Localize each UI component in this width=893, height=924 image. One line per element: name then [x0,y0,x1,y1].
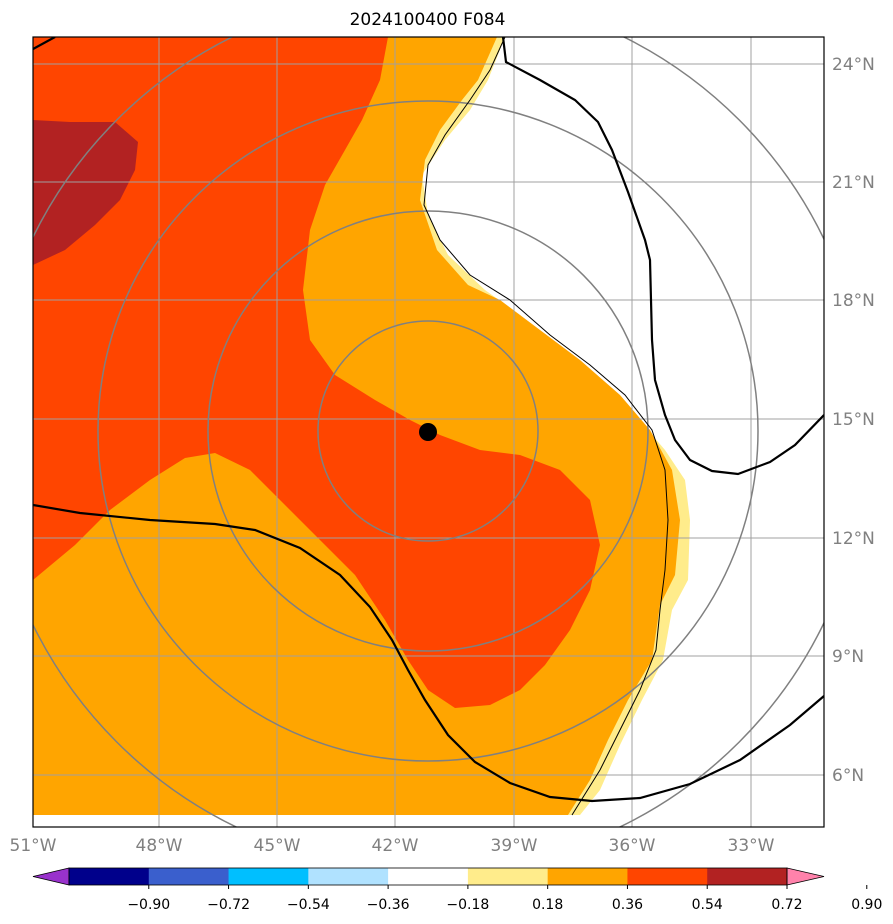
colorbar-tick-label: 0.90 [851,897,882,913]
lon-label: 36°W [609,836,656,856]
colorbar-segment [148,868,230,885]
colorbar-tick-label: −0.90 [127,897,170,913]
lon-label: 33°W [728,836,775,856]
lon-label: 42°W [372,836,419,856]
contour-fill-0.54-0.72 [33,37,600,708]
range-ring [317,320,539,542]
latitude-labels: 24°N 21°N 18°N 15°N 12°N 9°N 6°N [832,55,875,786]
map-area [33,37,824,827]
contour-line-thick-south [33,503,824,803]
lon-label: 39°W [491,836,538,856]
colorbar-tick-label: −0.54 [287,897,330,913]
longitude-labels: 51°W 48°W 45°W 42°W 39°W 36°W 33°W [10,836,775,856]
colorbar-extend-low [32,867,70,886]
colorbar-segment [627,868,708,885]
range-ring [207,210,649,652]
colorbar-tick-label: −0.18 [446,897,489,913]
colorbar-segment [388,868,469,885]
contour-line-thick-east [501,37,824,476]
colorbar-frame [68,867,788,886]
colorbar-segment [707,868,788,885]
colorbar-segment [228,868,309,885]
lon-label: 51°W [10,836,57,856]
colorbar-segment [69,868,150,885]
colorbar-segment [467,868,549,885]
colorbar: −0.90 −0.72 −0.54 −0.36 −0.18 0.18 0.36 0.54 0.7… [32,867,882,913]
lat-label: 15°N [832,410,875,430]
graticule [33,37,824,827]
colorbar-tick-label: −0.72 [207,897,250,913]
range-rings [33,37,824,827]
lat-label: 21°N [832,173,875,193]
lon-label: 48°W [136,836,183,856]
contour-fill-0.72-0.90 [33,120,138,265]
colorbar-tick-label: 0.54 [692,897,723,913]
map-frame [32,36,825,828]
lon-label: 45°W [254,836,301,856]
colorbar-tick-label: 0.36 [612,897,643,913]
colorbar-segment [547,868,628,885]
colorbar-extend-high [786,867,825,886]
contour-line-thin [423,37,669,816]
lat-label: 24°N [832,55,875,75]
colorbar-segment [308,868,389,885]
lat-label: 9°N [832,647,864,667]
range-ring [97,100,759,762]
lat-label: 18°N [832,291,875,311]
map-title: 2024100400 F084 [349,10,506,30]
lat-label: 6°N [832,766,864,786]
colorbar-tick-label: 0.72 [771,897,802,913]
contour-line-thick-northwest [33,37,56,50]
colorbar-tick-label: −0.36 [367,897,410,913]
storm-center-marker [419,423,437,441]
lat-label: 12°N [832,529,875,549]
colorbar-tick-label: 0.18 [532,897,563,913]
